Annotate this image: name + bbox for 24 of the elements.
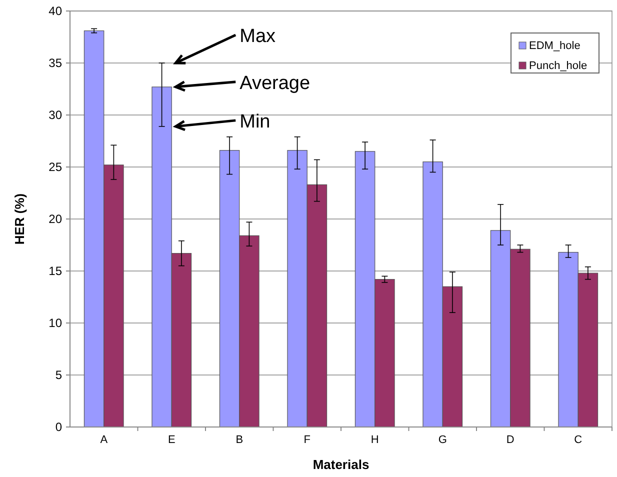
x-tick-label: D: [506, 434, 514, 446]
x-axis-title: Materials: [312, 457, 370, 472]
x-tick-label: F: [304, 434, 311, 446]
annotation: Min: [240, 111, 270, 132]
y-tick-label: 5: [55, 368, 62, 382]
y-tick-label: 30: [48, 108, 62, 122]
y-tick-label: 0: [55, 420, 62, 434]
y-tick-label: 15: [48, 264, 62, 278]
y-tick-label: 10: [48, 316, 62, 330]
x-tick-label: G: [438, 434, 447, 446]
x-tick-label: E: [168, 434, 176, 446]
y-axis-title: HER (%): [12, 193, 27, 245]
x-tick-label: A: [100, 434, 108, 446]
y-tick-label: 40: [48, 4, 62, 18]
legend-label: EDM_hole: [529, 40, 580, 52]
x-tick-label: H: [370, 434, 379, 446]
y-tick-label: 35: [48, 56, 62, 70]
y-tick-label: 20: [48, 212, 62, 226]
annotation: Max: [240, 26, 276, 47]
x-tick-label: C: [574, 434, 582, 446]
annotation: Average: [240, 72, 310, 94]
x-tick-label: B: [236, 434, 244, 446]
y-tick-label: 25: [48, 160, 62, 174]
legend-label: Punch_hole: [529, 60, 588, 72]
